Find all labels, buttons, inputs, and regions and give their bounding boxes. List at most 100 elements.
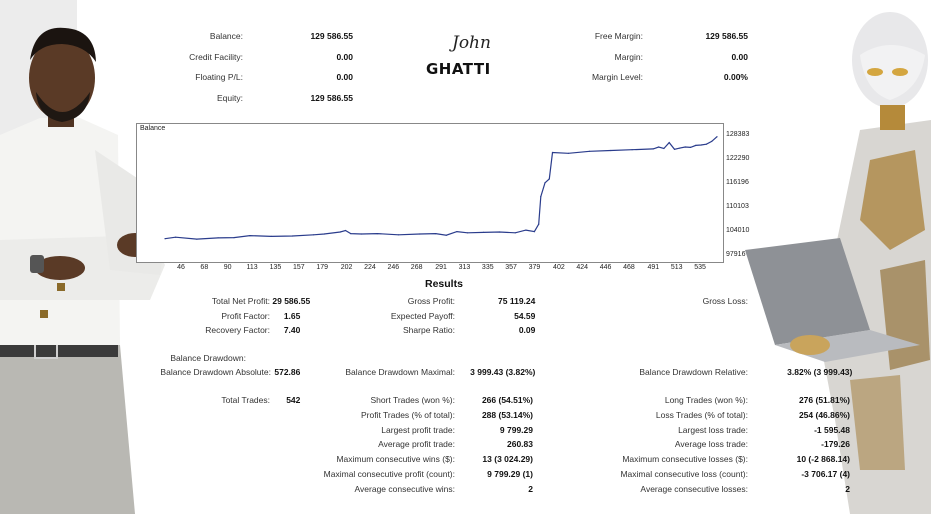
floating-pl-value: 0.00	[336, 72, 353, 82]
result-value: 3.82% (3 999.43)	[787, 367, 853, 377]
balance-point	[631, 149, 633, 151]
result-label: Short Trades (won %):	[370, 395, 455, 405]
balance-point	[544, 182, 546, 184]
x-tick-label: 202	[340, 264, 353, 271]
balance-point	[700, 144, 702, 146]
result-value: 254 (46.86%)	[798, 409, 850, 420]
x-tick-label: 291	[435, 264, 447, 271]
balance-point	[482, 231, 485, 233]
balance-point	[445, 234, 447, 236]
trade-stat-row: Short Trades (won %): 266 (54.51%)	[300, 395, 533, 405]
result-value: 10 (-2 868.14)	[796, 454, 850, 465]
balance-point	[652, 148, 654, 150]
x-tick-label: 313	[458, 264, 471, 271]
balance-point	[589, 150, 591, 152]
balance-point	[249, 235, 251, 237]
result-label: Maximum consecutive losses ($):	[622, 454, 748, 465]
balance-point	[689, 146, 692, 148]
trade-stat-row: Maximum consecutive losses ($): 10 (-2 86…	[590, 454, 850, 464]
equity-label: Equity:	[217, 93, 243, 103]
balance-point	[540, 196, 542, 198]
result-value: 542	[286, 395, 301, 405]
x-tick-label: 379	[528, 264, 541, 271]
result-label: Balance Drawdown Maximal:	[345, 367, 455, 377]
y-tick-label: 116196	[726, 179, 749, 186]
x-tick-label: 268	[410, 264, 423, 271]
balance-point	[376, 233, 378, 235]
balance-point	[291, 235, 293, 237]
x-tick-label: 446	[599, 264, 612, 271]
result-value: 9 799.29 (1)	[487, 469, 533, 479]
balance-point	[397, 234, 400, 236]
result-value: 54.59	[514, 311, 536, 321]
balance-point	[679, 147, 681, 149]
balance-point	[567, 152, 569, 154]
trade-stat-row: Profit Trades (% of total): 288 (53.14%)	[300, 410, 533, 420]
balance-point	[419, 233, 421, 235]
y-tick-label: 110103	[726, 202, 749, 210]
trade-stat-row: Maximum consecutive wins ($): 13 (3 024.2…	[300, 454, 533, 464]
result-value: 260.83	[507, 439, 533, 450]
balance-point	[164, 238, 166, 240]
result-label: Recovery Factor:	[205, 325, 270, 335]
result-value: 1.65	[283, 311, 301, 321]
margin-value: 0.00	[731, 52, 748, 62]
trade-stat-row: Long Trades (won %): 276 (51.81%)	[590, 395, 850, 405]
balance-line	[164, 136, 718, 240]
person-image	[0, 27, 165, 514]
result-label: Gross Loss:	[702, 296, 748, 306]
y-tick-label: 128383	[726, 131, 750, 138]
result-label: Loss Trades (% of total):	[655, 409, 748, 420]
balance-point	[360, 233, 362, 235]
total-net-profit-row: Total Net Profit: 29 586.55	[150, 296, 310, 306]
result-label: Largest profit trade:	[381, 424, 455, 435]
balance-point	[533, 231, 535, 233]
balance-drawdown-header: Balance Drawdown:	[150, 353, 246, 363]
result-label: Average consecutive wins:	[354, 483, 455, 494]
result-label: Expected Payoff:	[390, 311, 455, 321]
result-value: 572.86	[274, 367, 301, 377]
balance-point	[435, 233, 437, 235]
y-tick-label: 122290	[726, 154, 750, 162]
balance-point	[233, 237, 235, 239]
gross-loss-row: Gross Loss:	[645, 296, 800, 306]
result-label: Balance Drawdown Absolute:	[160, 367, 271, 377]
logo-name: GHATTI	[426, 60, 491, 78]
balance-point	[175, 236, 177, 238]
balance-point	[339, 231, 341, 233]
result-value: 288 (53.14%)	[481, 409, 533, 420]
trade-stat-row: Largest loss trade: -1 595.48	[590, 425, 850, 435]
x-tick-label: 157	[292, 264, 305, 271]
result-label: Largest loss trade:	[678, 424, 748, 435]
x-tick-label: 513	[670, 264, 683, 271]
y-tick-label: 104010	[726, 226, 750, 234]
trade-stat-row: Maximal consecutive profit (count): 9 799…	[300, 469, 533, 479]
balance-chart-plot	[164, 136, 718, 240]
balance-point	[344, 229, 347, 232]
balance-point	[673, 148, 676, 150]
logo-signature: John	[452, 33, 491, 53]
x-tick-label: 135	[269, 264, 282, 271]
credit-facility-label: Credit Facility:	[189, 52, 243, 62]
recovery-factor-row: Recovery Factor: 7.40	[150, 325, 300, 335]
margin-level-label: Margin Level:	[591, 72, 643, 82]
equity-value: 129 586.55	[310, 93, 353, 103]
ghatti-logo: John GHATTI	[420, 33, 515, 81]
x-tick-label: 468	[623, 264, 635, 271]
balance-point	[270, 235, 272, 237]
balance-chart	[136, 123, 724, 263]
sharpe-ratio-row: Sharpe Ratio: 0.09	[360, 325, 535, 335]
result-value: 276 (51.81%)	[798, 395, 850, 405]
result-value: 266 (54.51%)	[481, 395, 533, 405]
trade-stat-row: Largest profit trade: 9 799.29	[300, 425, 533, 435]
balance-point	[196, 238, 198, 240]
x-tick-label: 179	[316, 264, 328, 271]
x-tick-label: 357	[505, 264, 517, 271]
balance-drawdown-maximal-row: Balance Drawdown Maximal: 3 999.43 (3.82…	[340, 367, 535, 377]
trade-stat-row: Average consecutive wins: 2	[300, 484, 533, 494]
result-label: Maximal consecutive profit (count):	[323, 469, 455, 479]
balance-point	[658, 146, 660, 148]
result-label: Sharpe Ratio:	[403, 325, 455, 335]
x-tick-label: 335	[481, 264, 494, 271]
result-value: -1 595.48	[814, 424, 850, 435]
